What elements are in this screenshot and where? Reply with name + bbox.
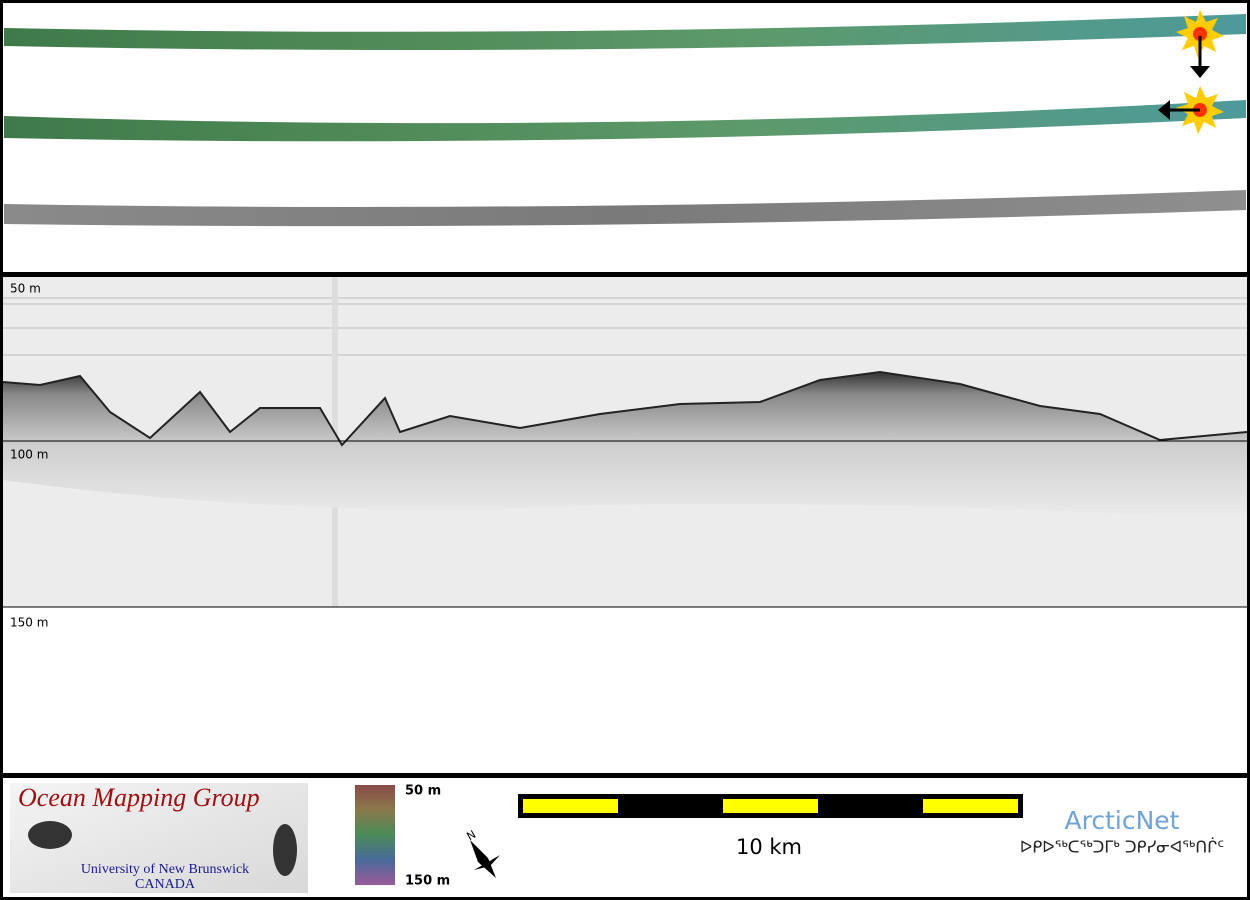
depth-label: 100 m [10,448,48,462]
swath-band [4,14,1246,50]
profile-panel: 50 m 100 m 150 m [2,277,1248,630]
arrow-head [1158,100,1170,120]
logo-country: CANADA [135,877,196,892]
swath-band [4,190,1246,227]
seabed-line [2,370,1248,447]
logo-figure [28,821,72,849]
depth-label: 50 m [10,282,41,296]
colorbar-label: 50 m [405,784,441,799]
footer: Ocean Mapping Group University of New Br… [10,783,1224,893]
separator [0,272,1250,277]
logo-university: University of New Brunswick [81,862,249,877]
scale-label: 10 km [736,835,802,859]
scale-segment [923,799,1018,813]
partner-syllabics: ᐅᑭᐅᖅᑕᖅᑐᒥᒃ ᑐᑭᓯᓂᐊᖅᑎᒌᑦ [1020,838,1224,857]
depth-label: 150 m [10,616,48,630]
partner-name: ArcticNet [1065,806,1180,835]
swath-panel [4,10,1246,227]
separator [0,773,1250,778]
swath-band [4,100,1246,142]
colorbar [355,785,395,885]
north-arrow [470,840,496,878]
scale-segment [723,799,818,813]
colorbar-label: 150 m [405,874,450,889]
logo-figure [273,824,297,876]
star-center [1193,27,1207,41]
north-arrow [474,855,500,870]
arrow-head [1190,66,1210,78]
scale-segment [523,799,618,813]
logo-title: Ocean Mapping Group [18,783,260,812]
